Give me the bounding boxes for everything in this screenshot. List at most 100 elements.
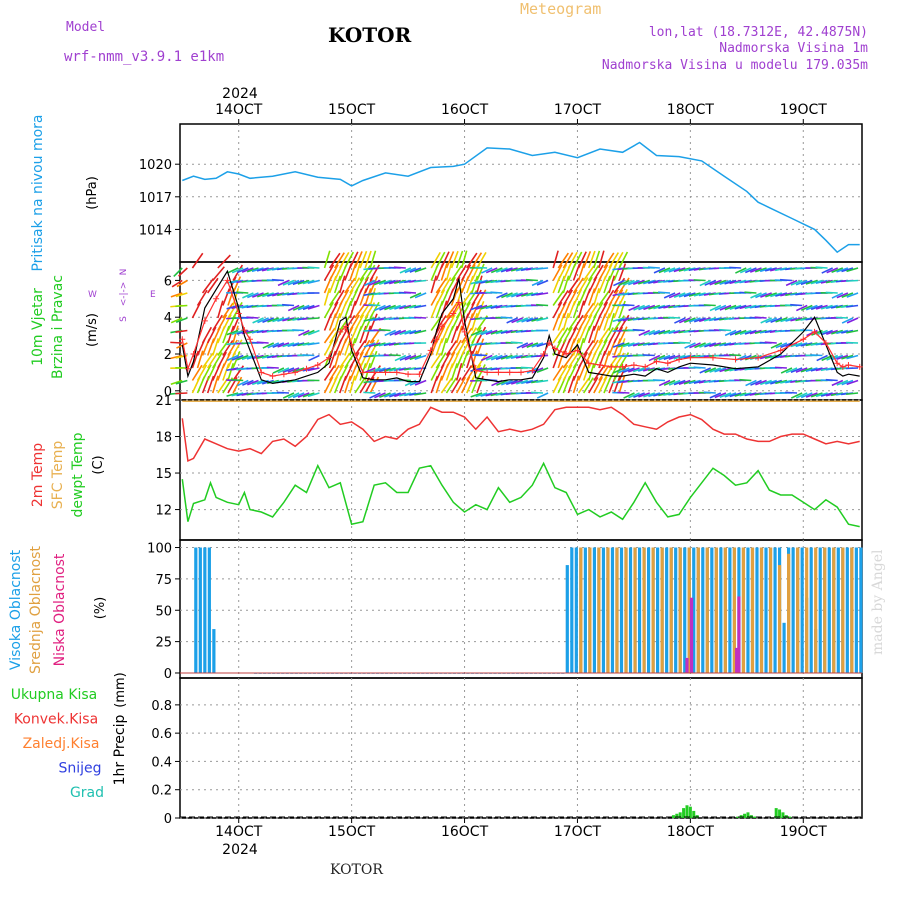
top-day-label: 14OCT bbox=[215, 102, 263, 118]
precipitation-series-0-bar bbox=[753, 816, 757, 818]
precipitation-series-0-bar bbox=[685, 805, 689, 818]
wind-arrow bbox=[724, 392, 737, 398]
wind-arrow bbox=[825, 378, 838, 382]
wind-arrow bbox=[755, 379, 767, 386]
wind-arrow bbox=[399, 304, 412, 310]
wind-arrow bbox=[287, 279, 300, 286]
wind-arrow bbox=[485, 354, 498, 361]
wind-gust-marker bbox=[342, 323, 349, 330]
wind-arrow bbox=[673, 267, 686, 273]
cloud-series-0-bar bbox=[800, 547, 804, 673]
wind-arrow bbox=[825, 304, 838, 310]
wind-arrow bbox=[612, 342, 625, 348]
wind-arrow bbox=[192, 291, 202, 306]
wind-arrow bbox=[831, 379, 844, 387]
temperature-series-0-line bbox=[181, 406, 860, 462]
wind-arrow bbox=[572, 375, 580, 394]
wind-arrow bbox=[287, 367, 300, 373]
cloud-series-1-bar bbox=[850, 547, 854, 673]
wind-ytick-label: 2 bbox=[164, 348, 172, 363]
wind-arrow bbox=[693, 366, 706, 369]
cloud-series-1-bar bbox=[814, 547, 818, 673]
wind-arrow bbox=[222, 363, 230, 381]
wind-arrow bbox=[485, 329, 498, 335]
wind-arrow bbox=[207, 277, 219, 294]
wind-arrow bbox=[379, 392, 391, 399]
wind-arrow bbox=[668, 292, 681, 299]
wind-arrow bbox=[653, 392, 666, 397]
wind-gust-marker bbox=[405, 371, 412, 378]
cloud-series-0-bar bbox=[583, 547, 587, 673]
cloud-series-0-bar bbox=[809, 547, 813, 673]
wind-arrow bbox=[212, 266, 225, 282]
wind-arrow bbox=[302, 367, 315, 372]
wind-arrow bbox=[430, 352, 442, 369]
wind-arrow bbox=[307, 279, 320, 284]
model-name: wrf-nmm_v3.9.1 e1km bbox=[64, 49, 225, 65]
wind-arrow bbox=[349, 375, 356, 394]
wind-arrow bbox=[663, 267, 676, 273]
wind-arrow bbox=[587, 363, 595, 381]
cloud-series-0-bar bbox=[570, 547, 574, 673]
wind-gust-marker bbox=[326, 354, 333, 361]
cloud-series-0-bar bbox=[203, 547, 207, 673]
panel-precipitation: 0 0.2 0.4 0.6 0.8 bbox=[151, 677, 863, 827]
wind-arrow bbox=[846, 304, 859, 308]
wind-arrow bbox=[176, 279, 188, 288]
wind-arrow bbox=[379, 304, 391, 311]
wind-arrow bbox=[175, 304, 188, 308]
wind-arrow bbox=[389, 304, 402, 311]
wind-arrow bbox=[339, 352, 351, 369]
wind-arrow bbox=[262, 317, 275, 324]
wind-arrow bbox=[201, 326, 213, 344]
wind-arrow bbox=[339, 364, 349, 381]
cloud-series-2-bar bbox=[685, 657, 689, 673]
wind-arrow bbox=[450, 265, 463, 281]
wind-arrow bbox=[668, 329, 681, 335]
wind-arrow bbox=[598, 339, 608, 356]
wind-gust-marker bbox=[258, 369, 265, 376]
wind-arrow bbox=[354, 314, 365, 331]
wind-arrow bbox=[699, 279, 712, 287]
wind-arrow bbox=[256, 267, 269, 272]
wind-arrow bbox=[328, 290, 341, 306]
wind-arrow bbox=[476, 338, 485, 356]
wind-arrow bbox=[242, 292, 254, 299]
cloud-series-0-bar bbox=[610, 547, 615, 673]
wind-arrow bbox=[780, 367, 793, 374]
wind-arrow bbox=[552, 301, 563, 319]
wind-arrow bbox=[841, 379, 854, 386]
wind-gust-marker bbox=[427, 347, 434, 354]
top-day-label: 18OCT bbox=[667, 102, 715, 118]
wind-arrow bbox=[277, 279, 290, 287]
wind-arrow bbox=[627, 342, 640, 347]
wind-arrow bbox=[475, 266, 488, 269]
wind-arrow bbox=[196, 364, 208, 381]
wind-arrow bbox=[510, 341, 523, 344]
wind-arrow bbox=[526, 342, 539, 349]
wind-arrow bbox=[480, 392, 493, 397]
cloud-series-0-bar bbox=[728, 547, 732, 673]
wind-arrow bbox=[212, 314, 223, 331]
wind-arrow bbox=[272, 342, 285, 349]
wind-arrow bbox=[455, 339, 467, 356]
wind-arrow bbox=[510, 267, 523, 272]
wind-arrow bbox=[826, 354, 839, 361]
wind-gust-marker bbox=[642, 363, 649, 370]
wind-arrow bbox=[608, 326, 619, 344]
wind-arrow bbox=[222, 302, 234, 319]
wind-arrow bbox=[552, 250, 559, 269]
wind-arrow bbox=[637, 279, 650, 285]
temp-ylabel-2m: 2m Temp bbox=[30, 443, 46, 507]
wind-arrow bbox=[175, 329, 188, 333]
wind-arrow bbox=[760, 317, 772, 324]
wind-arrow bbox=[536, 379, 549, 383]
wind-gust-marker bbox=[546, 339, 553, 346]
wind-arrow bbox=[815, 266, 828, 269]
wind-arrow bbox=[282, 279, 295, 286]
wind-arrow bbox=[557, 327, 569, 344]
precipitation-frame bbox=[179, 677, 863, 819]
cloud-series-1-bar bbox=[805, 547, 809, 673]
temp-unit: (C) bbox=[91, 455, 106, 474]
wind-arrow bbox=[770, 379, 783, 385]
